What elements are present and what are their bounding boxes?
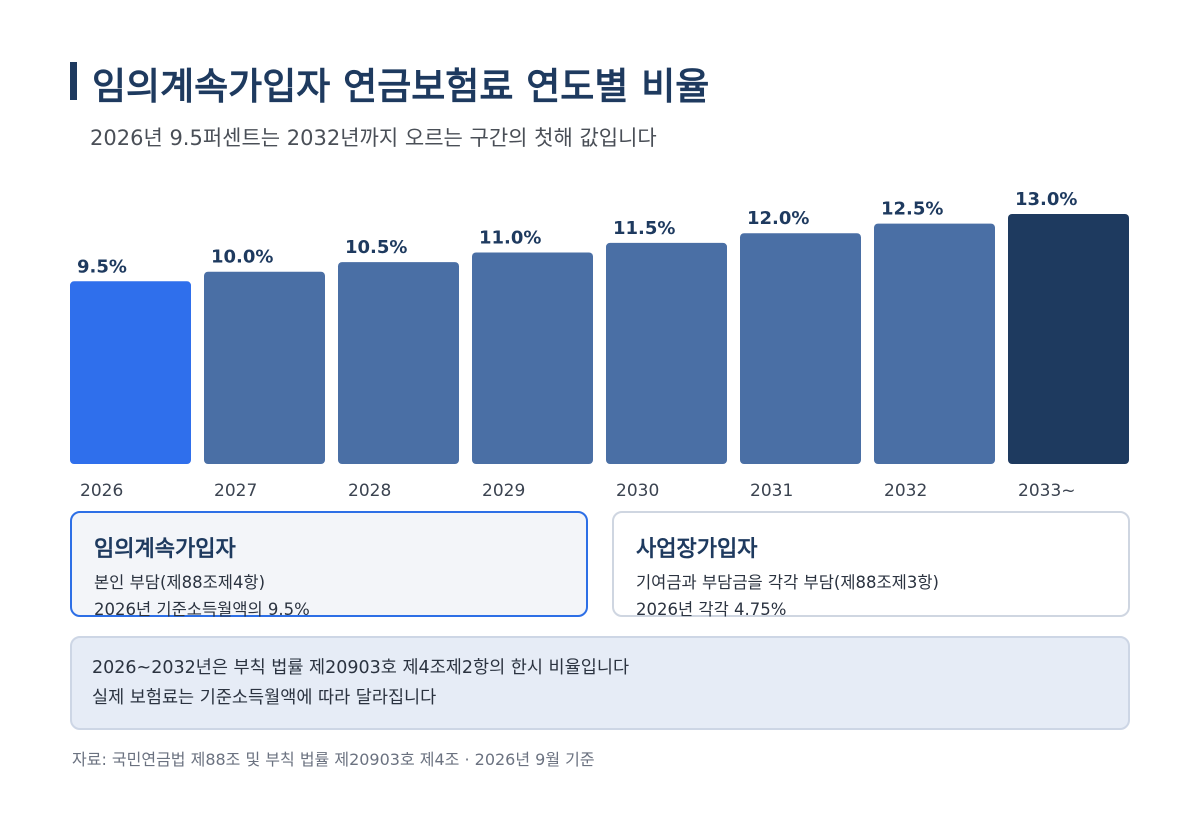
bar-chart: 9.5% 2026 10.0% 2027 10.5% 2028 11.0% 2029 11.5%… xyxy=(70,189,1129,501)
card-line-rate: 2026년 기준소득월액의 9.5% xyxy=(94,600,310,619)
card-line-rate: 2026년 각각 4.75% xyxy=(636,600,787,619)
card-line-burden: 본인 부담(제88조제4항) xyxy=(94,573,266,592)
category-tick-label: 2032 xyxy=(884,481,927,501)
source-note: 자료: 국민연금법 제88조 및 부칙 법률 제20903호 제4조 · 202… xyxy=(72,750,595,769)
card-line-burden: 기여금과 부담금을 각각 부담(제88조제3항) xyxy=(636,573,939,592)
category-tick-label: 2031 xyxy=(750,481,793,501)
category-tick-label: 2026 xyxy=(80,481,123,501)
bar-2029 xyxy=(472,252,593,464)
page-title: 임의계속가입자 연금보험료 연도별 비율 xyxy=(92,65,710,108)
bar-value-label: 11.0% xyxy=(479,227,541,248)
note-line-temporary-rate: 2026~2032년은 부칙 법률 제20903호 제4조제2항의 한시 비율입… xyxy=(92,658,630,678)
bar-value-label: 12.5% xyxy=(881,199,943,220)
bar-2033~ xyxy=(1008,214,1129,464)
note-line-actual-premium: 실제 보험료는 기준소득월액에 따라 달라집니다 xyxy=(92,688,437,708)
category-tick-label: 2028 xyxy=(348,481,391,501)
bar-value-label: 12.0% xyxy=(747,208,809,229)
category-tick-label: 2030 xyxy=(616,481,659,501)
category-tick-label: 2033~ xyxy=(1018,481,1076,501)
card-title: 임의계속가입자 xyxy=(94,537,236,562)
bar-value-label: 13.0% xyxy=(1015,189,1077,210)
category-tick-label: 2027 xyxy=(214,481,257,501)
bar-value-label: 9.5% xyxy=(77,256,127,277)
title-accent-bar xyxy=(70,62,77,100)
bar-value-label: 11.5% xyxy=(613,218,675,239)
bar-2026 xyxy=(70,281,191,464)
bar-value-label: 10.5% xyxy=(345,237,407,258)
bar-2028 xyxy=(338,262,459,464)
page-subtitle: 2026년 9.5퍼센트는 2032년까지 오르는 구간의 첫해 값입니다 xyxy=(90,126,657,150)
category-tick-label: 2029 xyxy=(482,481,525,501)
bar-2027 xyxy=(204,271,325,464)
bar-2031 xyxy=(740,233,861,464)
bar-2030 xyxy=(606,242,727,464)
card-title: 사업장가입자 xyxy=(636,537,758,562)
card-voluntary-continued-subscriber: 임의계속가입자 본인 부담(제88조제4항) 2026년 기준소득월액의 9.5… xyxy=(70,511,588,619)
note-box: 2026~2032년은 부칙 법률 제20903호 제4조제2항의 한시 비율입… xyxy=(70,636,1130,730)
bar-value-label: 10.0% xyxy=(211,247,273,268)
bar-2032 xyxy=(874,223,995,464)
card-workplace-subscriber: 사업장가입자 기여금과 부담금을 각각 부담(제88조제3항) 2026년 각각… xyxy=(612,511,1130,619)
